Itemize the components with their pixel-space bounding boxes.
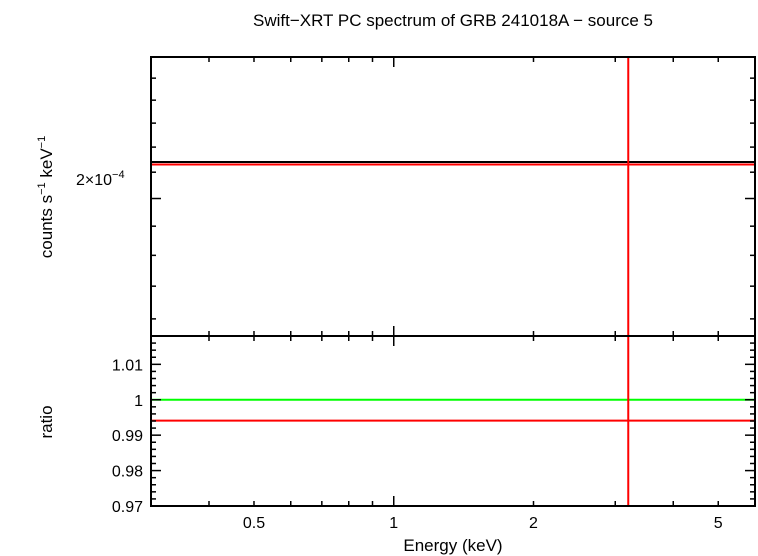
y-tick-label-2e-4: 2×10−4 [76,169,125,189]
x-tick-label: 2 [529,515,538,532]
x-axis-label: Energy (keV) [403,536,502,555]
y-tick-label: 1 [134,393,143,410]
spectrum-frame [150,56,756,337]
y-axis-label-counts: counts s−1 keV−1 [36,136,56,258]
y-axis-label-ratio: ratio [37,405,56,438]
y-tick-label: 0.99 [112,428,143,445]
x-tick-label: 0.5 [243,515,265,532]
y-tick-label: 0.98 [112,464,143,481]
ratio-panel: 0.5 1 2 5 0.97 0.98 0.99 1 1.01 [112,335,756,532]
y-tick-label: 1.01 [112,357,143,374]
spectrum-panel [150,56,756,337]
y-tick-label: 0.97 [112,499,143,516]
ratio-frame [150,335,756,507]
x-tick-label: 5 [714,515,723,532]
chart-title: Swift−XRT PC spectrum of GRB 241018A − s… [253,11,653,30]
x-tick-label: 1 [389,515,398,532]
